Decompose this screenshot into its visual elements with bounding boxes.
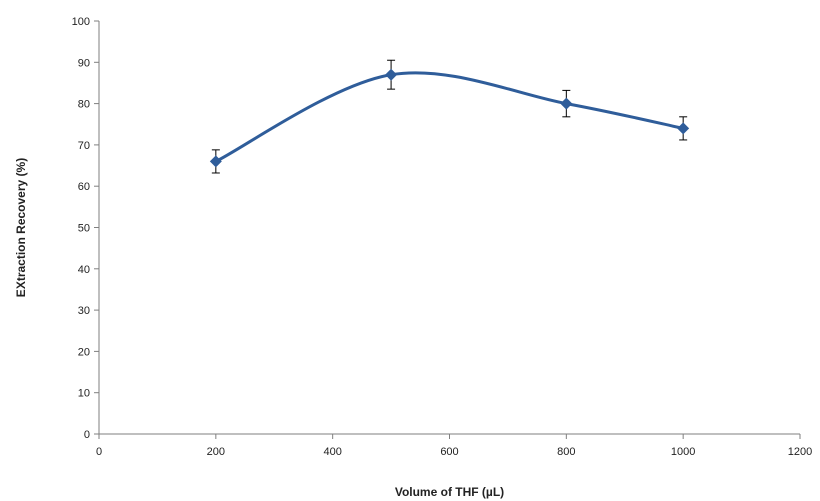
x-tick-label: 0	[96, 446, 102, 458]
y-tick-label: 0	[84, 429, 90, 441]
axes	[98, 21, 800, 435]
series	[209, 59, 690, 174]
y-tick-label: 30	[78, 305, 90, 317]
y-tick-label: 90	[78, 57, 90, 69]
data-point-marker	[560, 97, 573, 110]
y-tick-label: 40	[78, 264, 90, 276]
x-tick-label: 400	[323, 446, 341, 458]
x-axis-title: Volume of THF (µL)	[395, 485, 504, 499]
y-tick-label: 10	[78, 388, 90, 400]
y-tick-label: 70	[78, 140, 90, 152]
x-tick-label: 1000	[671, 446, 695, 458]
y-tick-label: 20	[78, 346, 90, 358]
y-tick-label: 60	[78, 181, 90, 193]
y-tick-label: 100	[72, 16, 90, 28]
y-axis-title: EXtraction Recovery (%)	[14, 158, 28, 297]
y-tick-label: 80	[78, 99, 90, 111]
y-ticks: 0 10 20 30 40 50 60 70 80 90 100	[72, 16, 99, 441]
data-point-marker	[209, 155, 222, 168]
data-point-marker	[385, 68, 398, 81]
x-ticks: 0 200 400 600 800 1000 1200	[96, 434, 812, 458]
x-tick-label: 1200	[788, 446, 812, 458]
y-tick-label: 50	[78, 223, 90, 235]
x-tick-label: 200	[207, 446, 225, 458]
x-tick-label: 800	[557, 446, 575, 458]
series-line	[214, 71, 685, 163]
data-point-marker	[677, 122, 690, 135]
x-tick-label: 600	[440, 446, 458, 458]
